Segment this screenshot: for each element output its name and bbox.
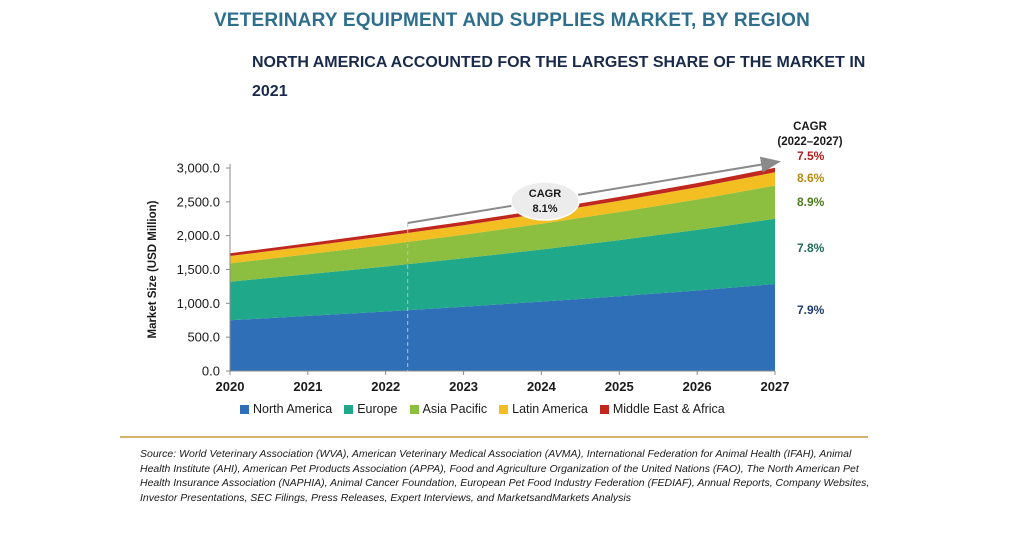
x-tick-label: 2025 xyxy=(605,379,634,394)
legend-item: Latin America xyxy=(499,402,588,416)
y-tick-label: 3,000.0 xyxy=(177,161,220,176)
legend-item: Europe xyxy=(344,402,398,416)
cagr-value-europe: 7.8% xyxy=(797,241,825,255)
area-middle-east-africa xyxy=(230,167,775,256)
x-tick-label: 2023 xyxy=(449,379,478,394)
overall-cagr-value: 8.1% xyxy=(532,203,557,215)
area-europe xyxy=(230,218,775,321)
x-tick-label: 2021 xyxy=(293,379,322,394)
overall-cagr-bubble xyxy=(510,181,580,221)
chart-title: VETERINARY EQUIPMENT AND SUPPLIES MARKET… xyxy=(213,10,811,31)
legend-item: Middle East & Africa xyxy=(599,402,725,416)
legend-swatch xyxy=(344,404,354,414)
x-tick-label: 2024 xyxy=(527,379,557,394)
x-tick-label: 2026 xyxy=(683,379,712,394)
legend-item: Asia Pacific xyxy=(409,402,488,416)
x-tick-label: 2020 xyxy=(216,379,245,394)
x-tick-label: 2027 xyxy=(761,379,790,394)
legend-label: Latin America xyxy=(512,402,588,416)
chart-subtitle: NORTH AMERICA ACCOUNTED FOR THE LARGEST … xyxy=(252,54,866,100)
area-asia-pacific xyxy=(230,185,775,282)
source-note: Source: World Veterinary Association (WV… xyxy=(140,448,870,504)
legend-swatch xyxy=(499,404,509,414)
legend-swatch xyxy=(599,404,609,414)
chart-legend: North America Europe Asia Pacific Latin Ame… xyxy=(240,402,800,416)
overall-cagr-label: CAGR xyxy=(529,188,561,200)
legend-label: Asia Pacific xyxy=(422,402,488,416)
legend-item: North America xyxy=(240,402,332,416)
legend-swatch xyxy=(240,404,249,414)
legend-label: Middle East & Africa xyxy=(612,402,725,416)
cagr-period: (2022–2027) xyxy=(777,136,842,148)
legend-label: Europe xyxy=(357,402,398,416)
area-north-america xyxy=(230,284,775,371)
y-tick-label: 1,500.0 xyxy=(177,262,220,277)
growth-arrow xyxy=(407,156,781,224)
y-tick-label: 0.0 xyxy=(202,364,220,379)
area-chart: 7.9% 7.8% 8.9% 8.6% 7.5% 0.0 500.0 1,000.0 1,500… xyxy=(147,121,843,394)
legend-label: North America xyxy=(253,402,333,416)
divider-line xyxy=(120,436,868,438)
cagr-value-latin-america: 8.6% xyxy=(797,171,825,185)
cagr-value-asia-pacific: 8.9% xyxy=(797,195,825,209)
x-tick-label: 2022 xyxy=(371,379,400,394)
cagr-header: CAGR xyxy=(793,121,828,133)
y-tick-label: 500.0 xyxy=(187,330,220,345)
area-latin-america xyxy=(230,172,775,264)
y-tick-label: 2,000.0 xyxy=(177,228,220,243)
y-tick-label: 1,000.0 xyxy=(177,296,220,311)
y-tick-label: 2,500.0 xyxy=(177,194,220,209)
y-axis-label: Market Size (USD Million) xyxy=(147,200,159,338)
cagr-value-north-america: 7.9% xyxy=(797,303,825,317)
cagr-value-middle-east-africa: 7.5% xyxy=(797,149,825,163)
legend-swatch xyxy=(409,404,419,414)
